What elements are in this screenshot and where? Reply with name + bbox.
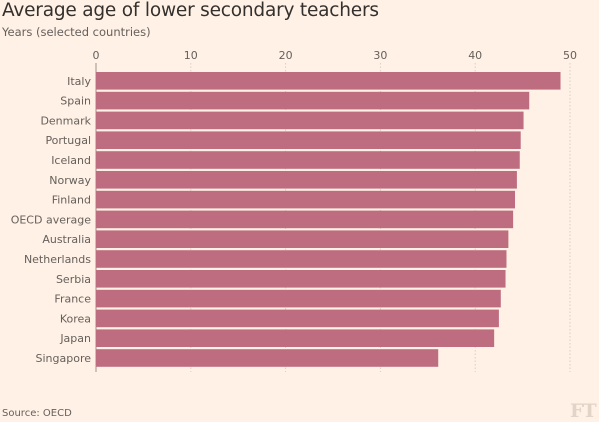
category-label: Netherlands	[24, 253, 91, 266]
category-label: Spain	[60, 95, 91, 108]
x-tick-label: 30	[373, 49, 387, 62]
bar-serbia	[96, 270, 506, 288]
ft-logo: FT	[570, 400, 597, 422]
bar-denmark	[96, 111, 524, 130]
bar-portugal	[96, 131, 521, 149]
category-label: Australia	[42, 233, 91, 246]
x-tick-label: 20	[279, 49, 293, 62]
category-label: France	[54, 293, 91, 306]
bar-japan	[96, 329, 495, 347]
bar-netherlands	[96, 250, 507, 268]
category-label: Portugal	[45, 134, 91, 147]
x-tick-label: 0	[93, 49, 100, 62]
bar-france	[96, 289, 501, 308]
bar-australia	[96, 230, 509, 248]
category-label: Serbia	[56, 273, 91, 286]
category-label: Norway	[49, 174, 91, 187]
x-tick-label: 50	[563, 49, 577, 62]
bar-spain	[96, 91, 530, 110]
source-note: Source: OECD	[2, 408, 72, 419]
category-label: OECD average	[11, 213, 92, 226]
category-label: Italy	[67, 75, 91, 88]
bar-iceland	[96, 151, 520, 169]
category-label: Iceland	[51, 154, 91, 167]
category-label: Korea	[60, 312, 91, 325]
bar-korea	[96, 309, 499, 328]
category-label: Finland	[52, 194, 91, 207]
x-tick-label: 10	[184, 49, 198, 62]
bar-singapore	[96, 349, 439, 367]
bar-finland	[96, 190, 516, 209]
chart-subtitle: Years (selected countries)	[2, 25, 151, 39]
bar-oecd-average	[96, 210, 514, 229]
x-tick-label: 40	[468, 49, 482, 62]
bar-italy	[96, 72, 561, 90]
bar-norway	[96, 171, 517, 189]
category-label: Singapore	[36, 352, 92, 365]
category-label: Denmark	[40, 114, 91, 127]
chart-title: Average age of lower secondary teachers	[2, 0, 379, 21]
category-label: Japan	[59, 332, 91, 345]
